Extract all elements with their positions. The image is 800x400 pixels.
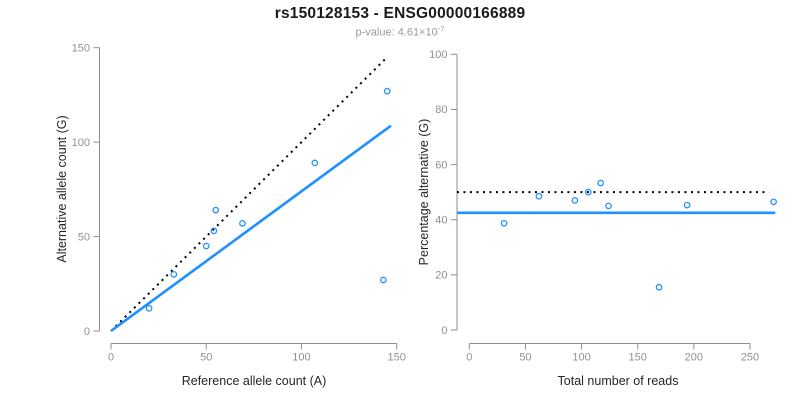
data-point [145,304,153,312]
y-tick-label: 100 [72,137,90,149]
y-tick-label: 40 [435,215,447,227]
y-tick-label: 100 [429,49,447,61]
x-tick-label: 150 [388,352,406,364]
y-tick-label: 50 [78,231,90,243]
data-point [597,179,605,187]
data-point [571,197,579,204]
data-point [584,188,592,196]
x-tick-label: 150 [629,352,647,364]
x-tick-label: 50 [200,352,212,364]
x-tick-label: 0 [466,352,472,364]
data-point [170,270,178,278]
pvalue-text: p-value: 4.61×10 [355,26,438,39]
data-point [383,87,391,95]
y-tick-label: 0 [84,326,90,338]
data-point [605,202,612,210]
x-tick-label: 200 [685,352,703,364]
x-tick-label: 100 [572,352,590,364]
data-point [500,219,508,227]
data-point [535,192,543,200]
data-point [380,276,387,284]
fitted-line [110,124,392,333]
plot-left: 0 50 100 150 0 50 100 150 Reference allele count… [55,42,406,388]
data-point [770,198,777,206]
y-tick-label: 60 [435,159,447,171]
data-point [655,283,663,291]
expected-identity-line [110,57,387,332]
y-axis-title: Alternative allele count (G) [55,115,69,262]
y-axis-title: Percentage alternative (G) [417,119,431,266]
data-point [239,219,246,227]
data-point [212,206,220,214]
x-tick-label: 0 [108,352,114,364]
x-tick-label: 50 [519,352,531,364]
plot-right: 0 50 100 150 200 250 0 20 40 60 80 100 Total number … [417,49,777,388]
x-tick-label: 250 [741,352,759,364]
data-point [210,227,218,235]
y-tick-label: 80 [435,104,447,116]
x-tick-label: 100 [292,352,310,364]
y-tick-label: 0 [441,325,447,337]
pvalue-exponent: -7 [437,24,445,33]
data-point [202,242,210,250]
data-point [683,201,691,209]
x-axis-title: Total number of reads [558,374,679,388]
figure-subtitle: p-value: 4.61×10-7 [0,24,800,39]
y-tick-label: 150 [72,42,90,54]
data-point [311,159,319,167]
figure-title: rs150128153 - ENSG00000166889 [274,5,526,22]
x-axis-title: Reference allele count (A) [182,374,327,388]
y-tick-label: 20 [435,270,447,282]
